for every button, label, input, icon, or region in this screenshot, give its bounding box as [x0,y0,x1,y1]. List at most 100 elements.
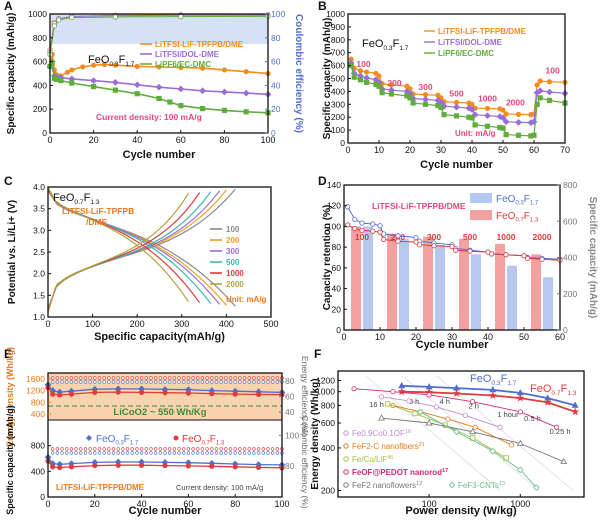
x-tick-label: 60 [555,332,565,342]
efficiency-point [177,380,181,384]
bar-feo03 [507,265,517,330]
y-tick-label: 140 [327,180,341,190]
rate-series-point [441,112,447,118]
rate-series-point [453,113,460,119]
y-axis-label-top: Energy density (Wh/kg) [5,347,15,447]
efficiency-point [247,376,251,380]
ragone-series-point [489,447,497,455]
capacity-feo03-point [359,220,365,226]
efficiency-point [233,376,237,380]
x-tick-label: 0 [345,145,350,155]
efficiency-point [83,447,88,451]
time-label: 1 hour [497,410,519,419]
efficiency-point [163,451,167,455]
efficiency-point [266,380,270,384]
efficiency-point [214,447,219,451]
rate-series-point [438,104,444,111]
rate-series-point [407,95,413,101]
electrolyte-label: LiTFSI-LiF-TPFPB/DME [56,483,145,492]
x-tick-label: 100 [85,319,100,329]
efficiency-point [60,451,64,455]
capacity-series-point [69,67,75,73]
efficiency-point [172,451,177,455]
efficiency-point [186,380,191,384]
panels: A0 20 40 60 80 100020040060080010000204060801… [4,0,598,517]
capacity-feo07-point [139,462,145,468]
capacity-series-point [64,69,71,75]
x-axis-label: Cycle number [416,339,489,351]
efficiency-point [69,380,74,384]
ragone-series-point [445,416,451,422]
ragone-series-point [516,439,524,446]
ragone-series-point [397,387,406,396]
y-tick-label: 1000 [326,9,345,19]
capacity-feo07-point [57,464,63,471]
y2-tick-label: 600 [563,216,577,226]
efficiency-point [149,447,153,451]
efficiency-point [50,451,55,455]
x-tick-label: 40 [467,145,477,155]
rate-label: 300 [427,232,441,242]
efficiency-point [83,380,88,384]
ragone-series-point [378,414,385,421]
efficiency-point [93,447,97,451]
bar-feo07 [531,254,541,330]
efficiency-point [191,376,195,380]
efficiency-point [228,380,233,384]
y-tick-label: 60 [332,263,342,273]
energy-feo07-point [92,389,98,395]
y2-axis-label-top: Energy efficiency (%) [300,356,310,436]
x-tick-label: 60 [529,145,539,155]
ce-series-point [51,23,57,29]
efficiency-point [182,451,186,455]
efficiency-point [125,451,130,455]
rate-series-point [503,111,509,117]
efficiency-point [182,380,186,384]
y-tick-label: 600 [33,57,47,67]
charge-curve [47,193,189,313]
x-tick-label: 40 [132,135,142,145]
efficiency-point [233,447,237,451]
x-tick-label: 60 [176,135,186,145]
efficiency-point [107,376,111,380]
legend-label: LiTFSI/DOL-DME [438,38,503,47]
current-density-note: Current density: 100 mA/g [176,483,263,492]
ce-series-point [112,14,119,20]
efficiency-point [224,376,228,380]
efficiency-point [191,451,195,455]
efficiency-point [186,376,191,380]
efficiency-point [79,376,83,380]
capacity-feo07-point [380,236,387,242]
legend-label: FeO0.3F1.7 [496,194,539,207]
y-tick-label: 0 [340,138,345,148]
efficiency-point [214,451,219,455]
ce-series-point [69,14,75,21]
efficiency-point [139,376,144,380]
capacity-feo07-point [370,228,376,234]
ragone-series-point [470,399,476,405]
x-tick-label: 20 [89,135,99,145]
y-axis-label: Specific capacity (mAh/g) [322,18,333,140]
panel-letter: A [4,0,13,13]
rate-label: 200 [387,78,401,88]
capacity-series-point [178,64,184,71]
x-tick-label: 30 [436,145,446,155]
efficiency-point [55,447,60,451]
panel-f: F 16 h 8 h 4 h 2 h 1 hour 0.5 h 0.25 h 100 1000 20… [310,347,585,517]
capacity-series-point [221,107,227,113]
efficiency-point [135,380,139,384]
y2-tick-label: 800 [563,180,577,190]
ragone-series-point [433,404,439,410]
panel-c: C 100 200 300 500 1000 2000 0 100 200 300 400 500 1.0… [4,174,279,343]
rate-series-point [546,97,553,104]
panel-b: B0 10 20 30 40 50 60 70010020030040050060070080… [318,0,570,171]
rate-series-point [546,79,553,85]
efficiency-point [102,376,106,380]
efficiency-point [93,380,97,384]
efficiency-point [177,451,181,455]
efficiency-point [79,447,83,451]
y-axis-label: Capacity retention (%) [322,205,333,311]
efficiency-point [266,451,270,455]
licoo2-reference-label: LiCoO2 ~ 550 Wh/Kg [113,407,206,418]
capacity-series-point [167,99,173,105]
